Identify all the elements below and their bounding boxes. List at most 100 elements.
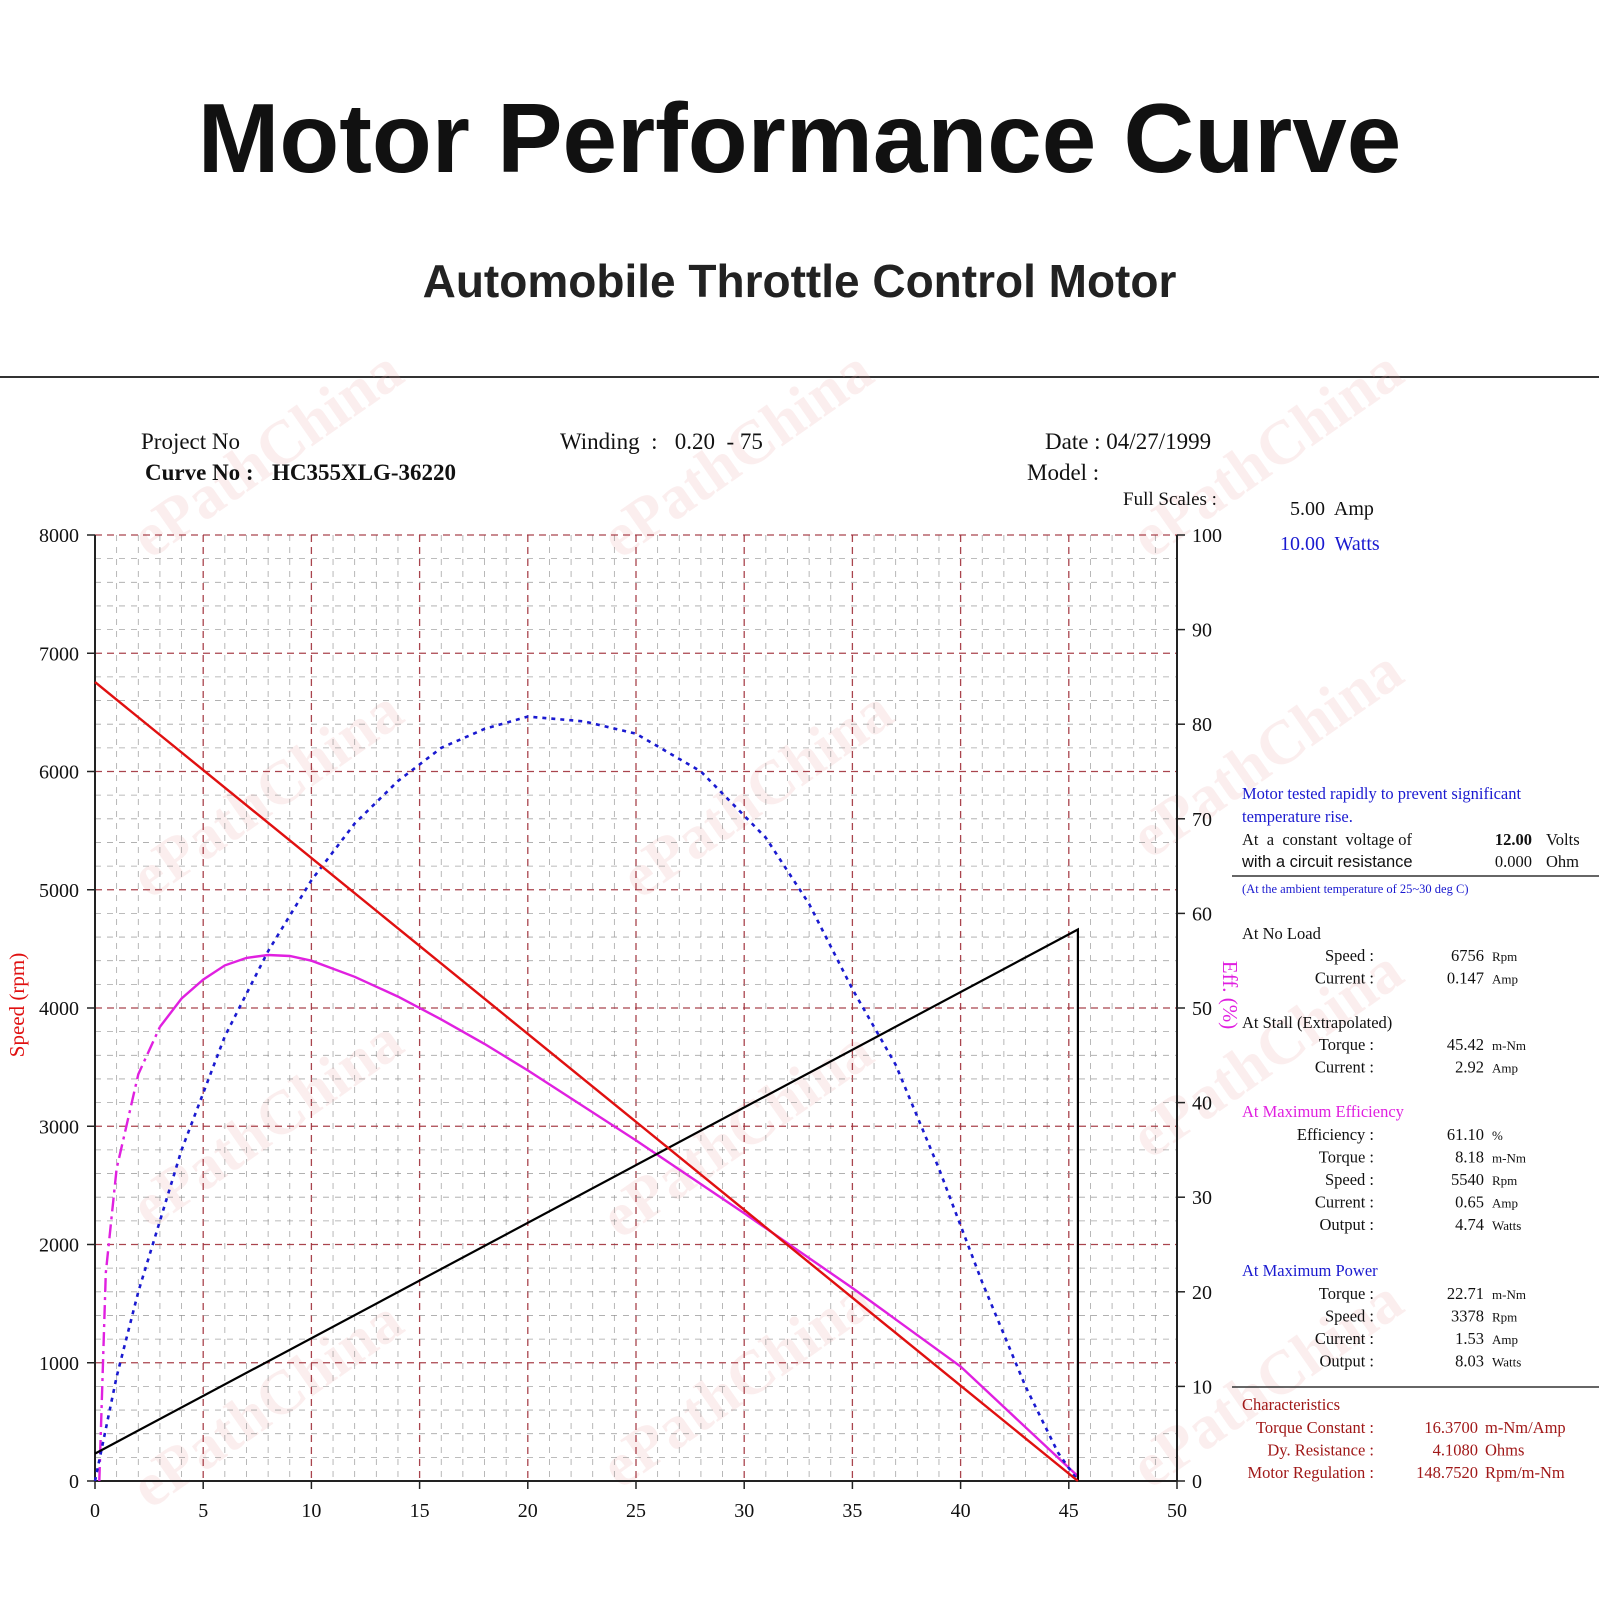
info-row-value: 6756 [1451,946,1484,965]
note-line-2: temperature rise. [1242,807,1353,826]
info-row-unit: Rpm [1492,1310,1517,1325]
y2-tick-label: 20 [1192,1282,1212,1304]
info-row-unit: Amp [1492,1196,1518,1211]
info-row-value: 8.18 [1455,1148,1484,1167]
voltage-unit: Volts [1546,830,1580,849]
y-tick-label: 1000 [39,1353,79,1375]
x-tick-label: 5 [198,1500,208,1522]
info-row-label: Torque : [1319,1035,1374,1054]
model-label: Model : [1027,460,1099,485]
y2-tick-label: 10 [1192,1376,1212,1398]
info-row-label: Speed : [1325,1170,1374,1189]
full-scales-label: Full Scales : [1123,489,1217,510]
y-tick-label: 0 [69,1471,79,1493]
watermark-text: ePathChina [589,1266,885,1502]
max-eff-title: At Maximum Efficiency [1242,1102,1405,1121]
watermark-text: ePathChina [589,1016,885,1252]
info-row-label: Speed : [1325,1307,1374,1326]
scale-watts: 10.00 Watts [1280,533,1380,555]
info-row-value: 3378 [1451,1307,1484,1326]
page-title: Motor Performance Curve [197,83,1402,193]
project-no-label: Project No [141,429,240,454]
watermark-text: ePathChina [119,1286,415,1522]
max-eff-rows: Efficiency : 61.10 % Torque : 8.18 m-Nm Speed … [1297,1125,1526,1234]
no-load-rows: Speed : 6756 Rpm Current : 0.147 Amp [1315,946,1518,988]
x-tick-label: 10 [301,1500,321,1522]
y-tick-label: 7000 [39,643,79,665]
y-tick-label: 5000 [39,880,79,902]
resistance-label: with a circuit resistance [1241,853,1413,871]
info-row-unit: Watts [1492,1218,1521,1233]
stall-rows: Torque : 45.42 m-Nm Current : 2.92 Amp [1315,1035,1526,1077]
y-tick-label: 6000 [39,762,79,784]
current-curve-start [98,1026,161,1482]
winding-label: Winding : 0.20 - 75 [560,429,763,454]
resistance-unit: Ohm [1546,852,1579,871]
curve-no-value: HC355XLG-36220 [272,460,456,485]
stall-title: At Stall (Extrapolated) [1242,1013,1392,1032]
characteristics-rows: Torque Constant : 16.3700 m-Nm/Amp Dy. Resi… [1248,1418,1566,1482]
info-row-label: Output : [1319,1215,1374,1234]
y-axis-title: Speed (rpm) [5,953,29,1057]
speed-curve [94,681,1079,1482]
watermark-text: ePathChina [119,1006,415,1242]
date-label: Date : 04/27/1999 [1045,429,1211,454]
y2-tick-label: 80 [1192,714,1212,736]
x-tick-label: 30 [734,1500,754,1522]
info-row-value: 22.71 [1447,1284,1484,1303]
grid-layer [94,534,1178,1482]
header-divider [0,376,1599,378]
info-row-unit: m-Nm [1492,1287,1526,1302]
info-row-label: Output : [1319,1352,1374,1371]
characteristic-label: Dy. Resistance : [1267,1441,1374,1460]
watermark-text: ePathChina [119,676,415,912]
characteristic-unit: m-Nm/Amp [1485,1418,1566,1437]
page-subtitle: Automobile Throttle Control Motor [422,255,1177,307]
y2-tick-label: 40 [1192,1093,1212,1115]
watermark-layer: ePathChina ePathChina ePathChinaePathChina… [119,336,1415,1522]
max-power-rows: Torque : 22.71 m-Nm Speed : 3378 Rpm Current :… [1315,1284,1526,1371]
characteristic-value: 148.7520 [1416,1463,1478,1482]
no-load-title: At No Load [1242,924,1322,943]
y2-tick-label: 30 [1192,1187,1212,1209]
info-row-value: 5540 [1451,1170,1484,1189]
max-power-title: At Maximum Power [1242,1261,1378,1280]
x-tick-label: 15 [410,1500,430,1522]
characteristic-value: 16.3700 [1424,1418,1478,1437]
info-row-label: Efficiency : [1297,1125,1374,1144]
curve-no-label: Curve No : [145,460,254,485]
characteristic-value: 4.1080 [1433,1441,1478,1460]
y2-tick-label: 100 [1192,525,1222,547]
y-tick-label: 8000 [39,525,79,547]
resistance-value: 0.000 [1495,852,1532,871]
x-tick-label: 50 [1167,1500,1187,1522]
info-row-unit: Amp [1492,1332,1518,1347]
x-tick-label: 20 [518,1500,538,1522]
x-tick-label: 0 [90,1500,100,1522]
y2-tick-label: 50 [1192,998,1212,1020]
x-tick-label: 40 [951,1500,971,1522]
info-row-unit: Rpm [1492,1173,1517,1188]
info-row-label: Current : [1315,1058,1374,1077]
y-tick-label: 2000 [39,1235,79,1257]
info-row-label: Current : [1315,1329,1374,1348]
info-row-value: 1.53 [1455,1329,1484,1348]
info-row-value: 8.03 [1455,1352,1484,1371]
info-row-value: 0.147 [1447,969,1484,988]
voltage-label: At a constant voltage of [1242,830,1413,849]
characteristic-unit: Rpm/m-Nm [1485,1463,1565,1482]
y2-axis-title: Eff. (%) [1218,961,1242,1029]
info-row-value: 0.65 [1455,1193,1484,1212]
y2-tick-label: 70 [1192,809,1212,831]
info-panel: Motor tested rapidly to prevent signific… [1232,784,1599,1482]
info-row-unit: % [1492,1128,1503,1143]
y2-tick-label: 60 [1192,903,1212,925]
info-row-value: 2.92 [1455,1058,1484,1077]
info-row-label: Current : [1315,1193,1374,1212]
info-row-unit: Amp [1492,1061,1518,1076]
y2-tick-label: 0 [1192,1471,1202,1493]
voltage-value: 12.00 [1495,830,1532,849]
efficiency-curve [93,715,1079,1482]
info-row-unit: Rpm [1492,949,1517,964]
